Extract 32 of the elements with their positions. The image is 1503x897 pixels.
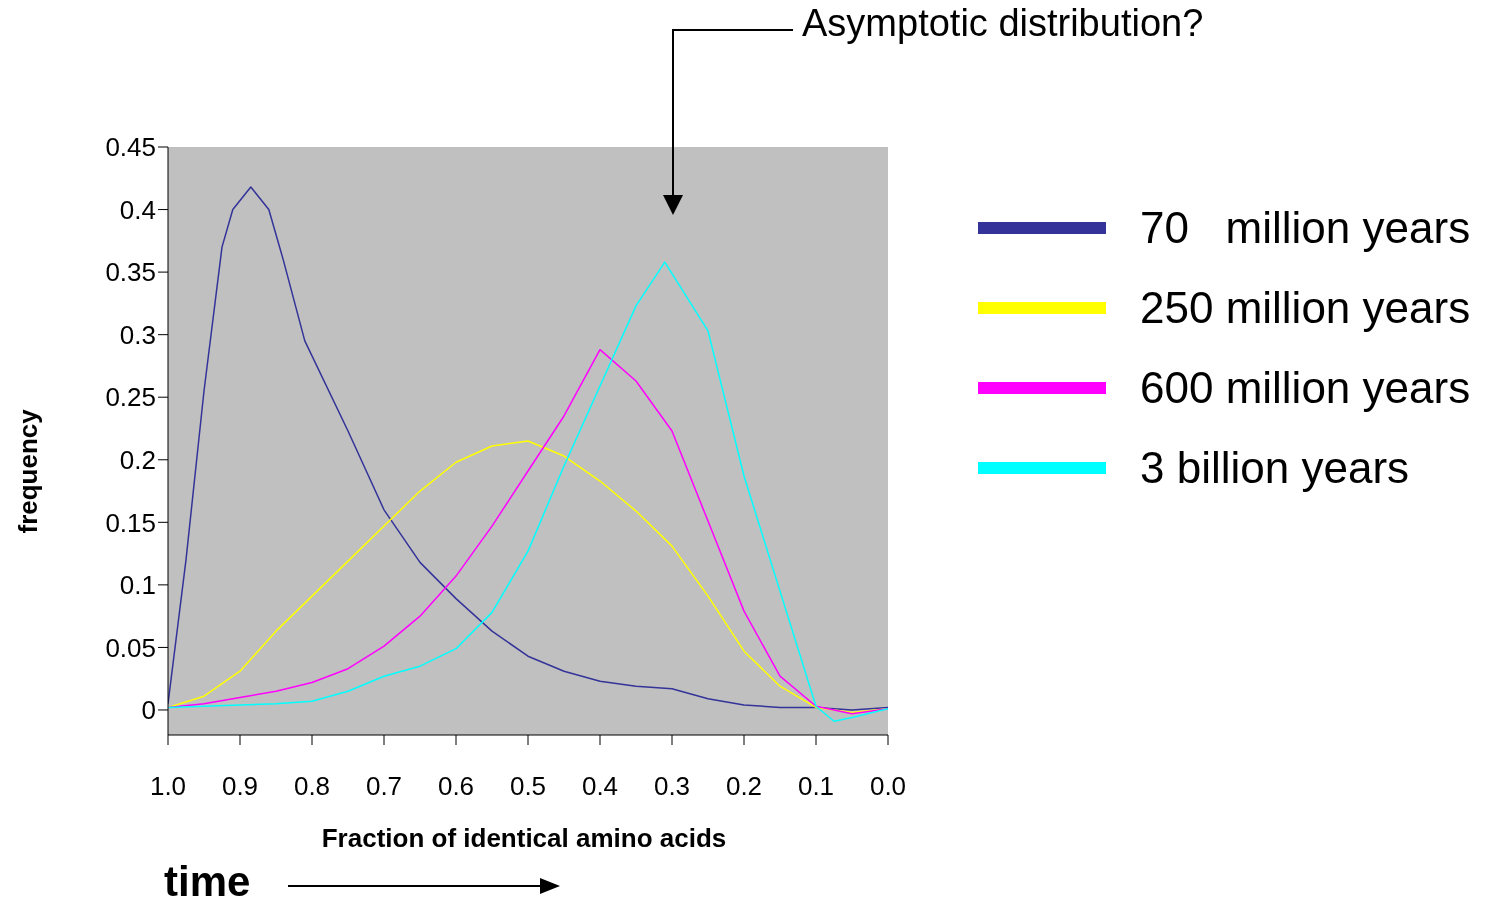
legend-label: 3 billion years xyxy=(1140,443,1410,493)
y-tick-label: 0.25 xyxy=(105,382,156,413)
x-tick-label: 0.6 xyxy=(437,771,475,802)
y-tick-label: 0.35 xyxy=(105,257,156,288)
legend-label: 600 million years xyxy=(1140,363,1471,413)
y-tick-label: 0.45 xyxy=(105,132,156,163)
line-series xyxy=(168,348,888,715)
y-tick-label: 0.05 xyxy=(105,632,156,663)
x-tick-label: 0.7 xyxy=(365,771,403,802)
y-tick-label: 0.1 xyxy=(119,570,156,601)
line-series xyxy=(168,186,888,711)
y-tick-label: 0.4 xyxy=(119,194,156,225)
y-tick-label: 0 xyxy=(141,695,156,726)
y-tick-label: 0.2 xyxy=(119,445,156,475)
x-tick-label: 1.0 xyxy=(149,771,187,802)
x-tick-label: 0.3 xyxy=(653,771,691,802)
x-axis-title: Fraction of identical amino acids xyxy=(320,823,728,854)
y-tick-label: 0.3 xyxy=(119,319,156,350)
text: Asymptotic distribution? xyxy=(802,2,1204,45)
x-tick-label: 0.5 xyxy=(509,771,547,802)
legend-label: 250 million years xyxy=(1140,283,1471,333)
x-tick-label: 0.0 xyxy=(869,771,907,802)
x-tick-label: 0.1 xyxy=(797,771,835,802)
y-tick-label: 0.15 xyxy=(105,507,156,538)
x-tick-label: 0.4 xyxy=(581,771,619,802)
line-series xyxy=(168,261,888,722)
y-axis-title: frequency xyxy=(12,409,44,534)
text: time xyxy=(164,858,251,897)
x-tick-label: 0.9 xyxy=(221,771,259,802)
x-tick-label: 0.2 xyxy=(725,771,763,802)
x-tick-label: 0.8 xyxy=(293,771,331,802)
legend-label: 70 million years xyxy=(1140,203,1471,253)
